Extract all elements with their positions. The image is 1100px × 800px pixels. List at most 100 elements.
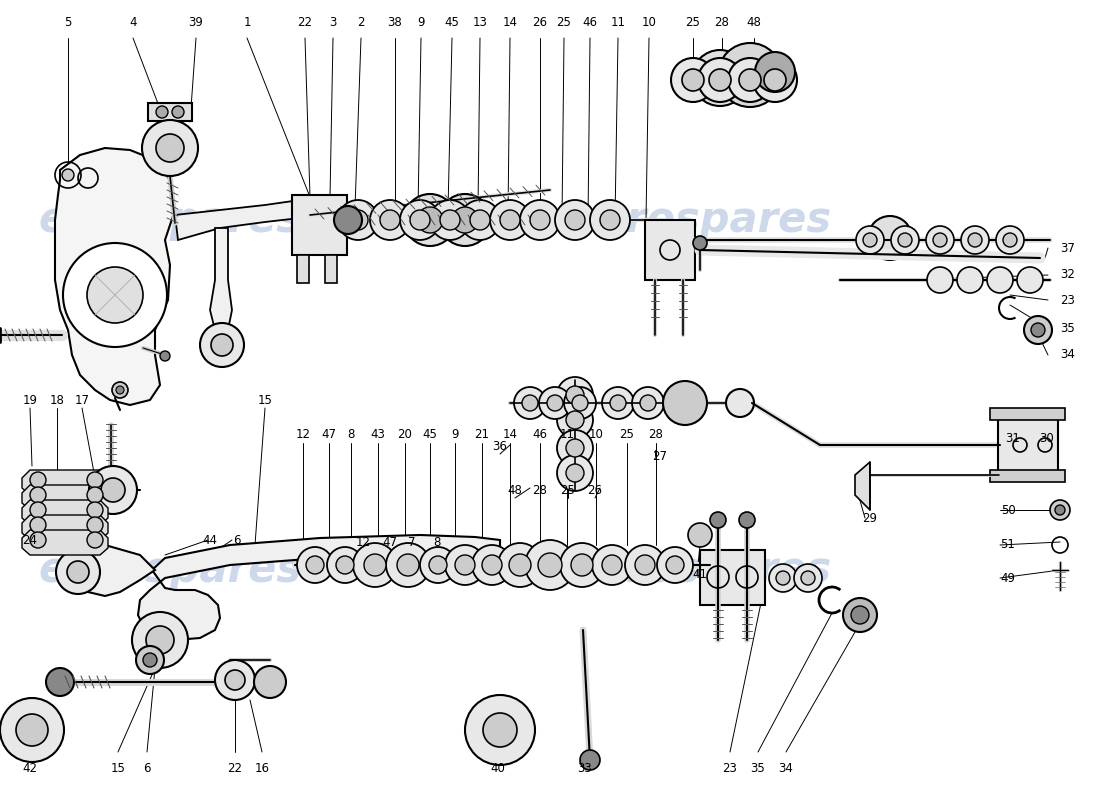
Circle shape [557,430,593,466]
Circle shape [297,547,333,583]
Bar [292,195,346,255]
Circle shape [364,554,386,576]
Circle shape [87,502,103,518]
Circle shape [547,395,563,411]
Text: 25: 25 [557,15,571,29]
Circle shape [439,194,491,246]
Text: 19: 19 [22,394,37,406]
Text: 22: 22 [228,762,242,774]
Circle shape [566,464,584,482]
Circle shape [63,243,167,347]
Circle shape [693,236,707,250]
Text: 45: 45 [444,15,460,29]
Circle shape [1050,500,1070,520]
Circle shape [754,58,798,102]
Circle shape [143,653,157,667]
Circle shape [755,52,795,92]
Circle shape [30,487,46,503]
Circle shape [101,478,125,502]
Circle shape [572,395,588,411]
Circle shape [410,210,430,230]
Circle shape [600,210,620,230]
Circle shape [30,472,46,488]
Text: 37: 37 [1060,242,1076,254]
Text: 49: 49 [1001,571,1015,585]
Text: 9: 9 [417,15,425,29]
Text: 34: 34 [779,762,793,774]
Circle shape [688,523,712,547]
Circle shape [452,207,478,233]
Circle shape [530,210,550,230]
Text: 25: 25 [561,483,575,497]
Bar [700,550,764,605]
Circle shape [610,395,626,411]
Circle shape [89,466,138,514]
Circle shape [1024,316,1052,344]
Text: 22: 22 [297,15,312,29]
Text: 47: 47 [321,429,337,442]
Text: 21: 21 [474,429,490,442]
Circle shape [327,547,363,583]
Circle shape [112,382,128,398]
Circle shape [483,713,517,747]
Circle shape [640,395,656,411]
Circle shape [957,267,983,293]
Circle shape [557,455,593,491]
Circle shape [46,668,74,696]
Circle shape [539,387,571,419]
Circle shape [794,564,822,592]
Bar [998,418,1058,473]
Circle shape [682,69,704,91]
Circle shape [440,210,460,230]
Circle shape [200,323,244,367]
Circle shape [87,487,103,503]
Circle shape [520,200,560,240]
Text: 42: 42 [22,762,37,774]
Text: 1: 1 [243,15,251,29]
Circle shape [557,402,593,438]
Circle shape [56,550,100,594]
Text: 23: 23 [723,762,737,774]
Text: 45: 45 [422,429,438,442]
Circle shape [87,472,103,488]
Circle shape [868,216,912,260]
Text: 46: 46 [583,15,597,29]
Circle shape [856,226,884,254]
Text: 10: 10 [588,429,604,442]
Text: 35: 35 [750,762,766,774]
Text: 13: 13 [473,15,487,29]
Text: 26: 26 [587,483,603,497]
Circle shape [556,200,595,240]
Text: 23: 23 [1060,294,1076,306]
Circle shape [933,233,947,247]
Text: 7: 7 [408,537,416,550]
Circle shape [136,646,164,674]
Circle shape [602,555,621,575]
Circle shape [87,267,143,323]
Text: 6: 6 [143,762,151,774]
Circle shape [728,58,772,102]
Circle shape [1018,267,1043,293]
Circle shape [348,210,369,230]
Circle shape [632,387,664,419]
Text: 30: 30 [1040,431,1055,445]
Text: 40: 40 [491,762,505,774]
Text: 6: 6 [233,534,241,546]
Circle shape [666,556,684,574]
Bar [324,255,337,283]
Circle shape [254,666,286,698]
Bar [990,470,1065,482]
Text: 17: 17 [75,394,89,406]
Text: 34: 34 [1060,349,1076,362]
Circle shape [146,626,174,654]
Circle shape [672,395,688,411]
Text: 12: 12 [355,537,371,550]
Circle shape [996,226,1024,254]
Circle shape [718,43,782,107]
Text: eurospares: eurospares [39,199,301,241]
Circle shape [142,120,198,176]
Circle shape [664,387,696,419]
Circle shape [386,543,430,587]
Text: 14: 14 [503,429,517,442]
Text: 11: 11 [610,15,626,29]
